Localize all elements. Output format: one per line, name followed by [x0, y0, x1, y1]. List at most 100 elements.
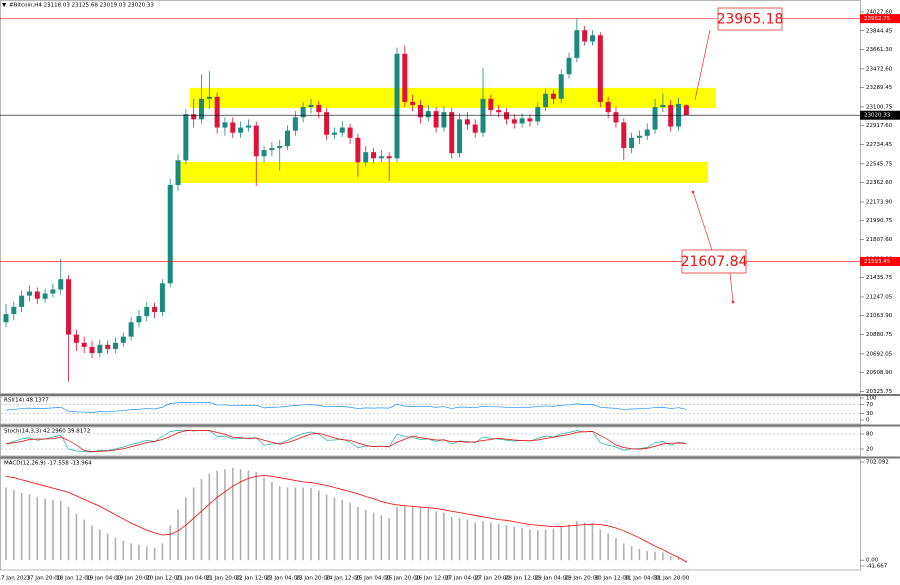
candle-body [167, 184, 173, 284]
histogram-bar [427, 508, 430, 561]
candle-body [331, 132, 337, 135]
histogram-bar [591, 523, 594, 561]
x-tick-label: 17 Jan 20:00 [26, 576, 61, 582]
histogram-bar [177, 509, 179, 561]
drawn-arrows [691, 29, 735, 304]
candle-body [417, 105, 423, 118]
candle-body [261, 150, 267, 157]
x-tick-label: 20 Jan 12:00 [146, 576, 181, 582]
candle-body [629, 137, 635, 149]
candle-body [73, 334, 79, 343]
indicator-line [5, 475, 687, 563]
y-tick-label: 22173.90 [866, 199, 893, 205]
candle-body [394, 53, 400, 159]
y-tick-label: 20 [866, 447, 873, 453]
candle-body [386, 156, 392, 159]
histogram-bar [91, 525, 93, 561]
candle-body [449, 112, 455, 154]
price-label-box [860, 110, 900, 120]
candle-body [152, 306, 158, 313]
candle-body [496, 110, 502, 113]
macd-title: MACD(12,26,9) -17.558 -13.964 [4, 461, 92, 467]
candle-body [582, 30, 588, 42]
histogram-bar [536, 530, 539, 561]
histogram-bar [583, 522, 586, 561]
histogram-bar [458, 518, 461, 561]
candle-body [652, 107, 658, 130]
candle-body [574, 30, 580, 58]
histogram-bar [192, 487, 195, 561]
x-tick-label: 17 Jan 2023 [0, 576, 31, 582]
histogram-bar [138, 544, 140, 561]
histogram-bar [130, 543, 132, 561]
annotation: 21607.84 [681, 254, 748, 270]
candle-body [433, 111, 439, 128]
histogram-bar [552, 528, 555, 561]
macd-panel [0, 458, 861, 571]
candle-body [425, 111, 431, 118]
y-tick-label: -41.667 [866, 564, 888, 570]
y-tick-label: 70 [866, 402, 873, 408]
histogram-bar [333, 497, 336, 561]
y-tick-label: 20325.75 [866, 389, 893, 395]
y-tick-label: 23844.45 [866, 28, 893, 34]
candle-body [402, 53, 408, 102]
candle-body [159, 283, 165, 313]
histogram-bar [318, 490, 320, 561]
histogram-bar [255, 472, 258, 561]
price-label: 23962.75 [864, 16, 891, 22]
main-panel [0, 0, 861, 394]
candle-body [566, 57, 572, 75]
y-tick-label: 0.00 [866, 558, 879, 564]
candle-body [527, 118, 533, 122]
candle-body [488, 98, 494, 111]
price-label: 23020.33 [864, 113, 891, 119]
y-tick-label: 30 [866, 411, 873, 417]
y-tick-label: 20880.75 [866, 332, 893, 338]
candle-body [668, 105, 674, 127]
candle-body [120, 336, 126, 343]
chart-header: #Bitcoin,H4 23118.03 23125.68 23019.03 2… [9, 3, 154, 9]
histogram-bar [372, 512, 375, 561]
candle-body [277, 145, 283, 149]
x-tick-label: 28 Jan 12:00 [505, 576, 540, 582]
histogram-bar [310, 488, 312, 561]
candle-body [97, 344, 103, 354]
candle-body [519, 118, 525, 124]
histogram-bar [411, 505, 414, 561]
candle-body [214, 96, 220, 128]
histogram-bar [13, 490, 15, 561]
y-tick-label: 23289.45 [866, 85, 893, 91]
zone [180, 161, 708, 183]
symbol-marker: ▼ [2, 3, 7, 9]
stoch-panel [0, 426, 861, 457]
y-tick-label: 23100.75 [866, 104, 893, 110]
candle-body [683, 105, 689, 116]
histogram-bar [474, 522, 476, 561]
histogram-bar [247, 470, 250, 561]
candle-body [363, 152, 369, 163]
histogram-bar [28, 494, 31, 561]
price-label-box [860, 256, 900, 266]
candle-body [183, 114, 189, 161]
candle-body [457, 119, 463, 154]
histogram-bar [505, 525, 508, 561]
x-tick-label: 25 Jan 04:00 [355, 576, 390, 582]
histogram-bar [404, 505, 406, 561]
histogram-bar [208, 473, 211, 561]
candle-body [503, 112, 509, 120]
histogram-bar [380, 515, 383, 561]
y-tick-label: 702.092 [866, 460, 889, 466]
annotation: 23965.18 [717, 12, 784, 28]
histogram-bar [44, 498, 46, 561]
histogram-bar [638, 548, 641, 561]
histogram-bar [443, 512, 445, 561]
candle-body [378, 156, 384, 159]
y-tick-label: 22545.75 [866, 161, 893, 167]
y-tick-label: 24027.60 [866, 9, 893, 15]
histogram-bar [450, 516, 453, 561]
x-tick-label: 27 Jan 04:00 [445, 576, 480, 582]
histogram-bar [271, 481, 273, 561]
plot-layer: 24027.60 23844.45 23661.30 23472.60 23289.45… [0, 9, 900, 582]
